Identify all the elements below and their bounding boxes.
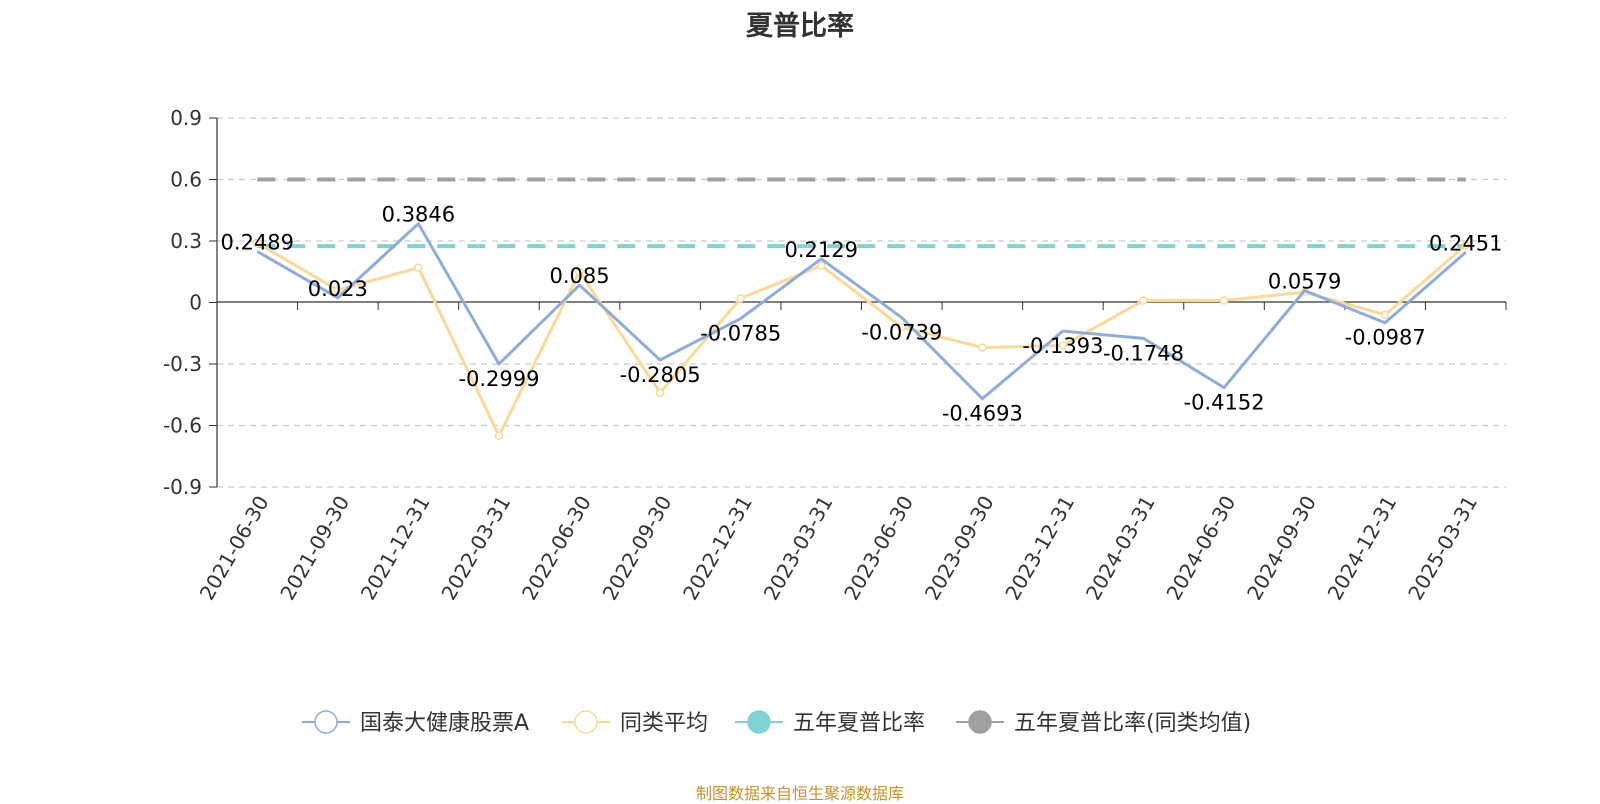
legend-label: 五年夏普比率 [793,711,925,736]
data-label: -0.4693 [942,402,1023,426]
y-tick-label: -0.3 [163,352,202,376]
peer-average-point [1219,296,1229,305]
peer-average-point [978,343,987,352]
x-tick-label: 2022-12-31 [678,492,757,605]
y-tick-label: 0.6 [170,168,202,192]
legend-marker-icon [314,710,338,734]
peer-average-point [655,388,665,397]
legend[interactable]: 国泰大健康股票A 同类平均 五年夏普比率 五年夏普比率(同类均值) [302,710,1251,736]
data-label: 0.0579 [1268,270,1341,294]
peer-average-point [1058,341,1068,350]
data-label: -0.2805 [620,363,701,387]
x-tick-label: 2024-09-30 [1242,492,1321,605]
data-label: -0.0785 [700,322,781,346]
y-tick-label: -0.6 [163,414,202,438]
data-label: -0.0987 [1345,326,1426,350]
series-lines [253,222,1470,440]
peer-average-point [414,263,423,272]
x-tick-label: 2021-06-30 [195,492,274,605]
peer-average-point [333,285,343,295]
x-tick-label: 2021-12-31 [356,492,435,605]
data-label: 0.085 [549,264,609,288]
x-tick-label: 2024-12-31 [1323,492,1402,605]
legend-label: 同类平均 [620,711,708,736]
legend-label: 五年夏普比率(同类均值) [1014,711,1251,736]
legend-item-fund[interactable]: 国泰大健康股票A [302,710,529,736]
data-label: 0.023 [308,277,368,301]
peer-average-point [494,431,504,440]
legend-marker-icon [747,710,771,734]
data-label: -0.1748 [1103,341,1184,365]
legend-item-five-year-sharpe[interactable]: 五年夏普比率 [735,710,925,736]
data-label: -0.2999 [458,367,539,391]
x-tick-label: 2024-06-30 [1161,492,1240,605]
data-label: 0.2451 [1429,231,1502,255]
y-tick-label: 0 [189,291,202,315]
legend-label: 国泰大健康股票A [360,711,529,736]
x-tick-label: 2023-03-31 [759,492,838,605]
legend-item-five-year-peer-sharpe[interactable]: 五年夏普比率(同类均值) [956,710,1251,736]
data-label: -0.0739 [861,321,942,345]
chart-title: 夏普比率 [746,11,854,42]
peer-average-point [1461,240,1470,250]
data-label: -0.4152 [1184,391,1265,415]
data-label: -0.1393 [1022,334,1103,358]
data-label: 0.2489 [221,230,294,254]
fund-series-line [256,222,1467,401]
x-tick-label: 2022-09-30 [598,492,677,605]
y-tick-label: 0.3 [170,229,202,253]
x-tick-label: 2022-03-31 [436,492,515,605]
x-tick-label: 2022-06-30 [517,492,596,605]
peer-average-point [253,238,262,248]
peer-average-point [1139,296,1148,305]
legend-marker-icon [968,710,992,734]
peer-average-point [575,267,584,276]
data-source-note: 制图数据来自恒生聚源数据库 [695,784,904,803]
peer-average-line [256,241,1467,438]
reference-lines [257,177,1466,249]
data-labels: 0.2489 0.023 0.3846 -0.2999 0.085 -0.2805 -0.0… [221,203,1503,426]
data-label: 0.3846 [382,203,455,227]
data-label: 0.2129 [784,238,857,262]
peer-average-point [1380,310,1390,320]
x-tick-label: 2021-09-30 [275,492,354,605]
x-tick-label: 2025-03-31 [1403,492,1482,605]
legend-item-peer-average[interactable]: 同类平均 [562,710,708,736]
x-tick-label: 2023-09-30 [920,492,999,605]
x-tick-label: 2024-03-31 [1081,492,1160,605]
y-tick-label: -0.9 [163,475,202,499]
y-tick-label: 0.9 [170,106,202,130]
peer-average-point [736,294,745,303]
x-tick-label: 2023-12-31 [1000,492,1079,605]
grid-lines [217,117,1506,488]
x-tick-label: 2023-06-30 [839,492,918,605]
legend-marker-icon [574,710,598,734]
peer-average-point [816,261,826,270]
peer-average-point [897,322,907,332]
